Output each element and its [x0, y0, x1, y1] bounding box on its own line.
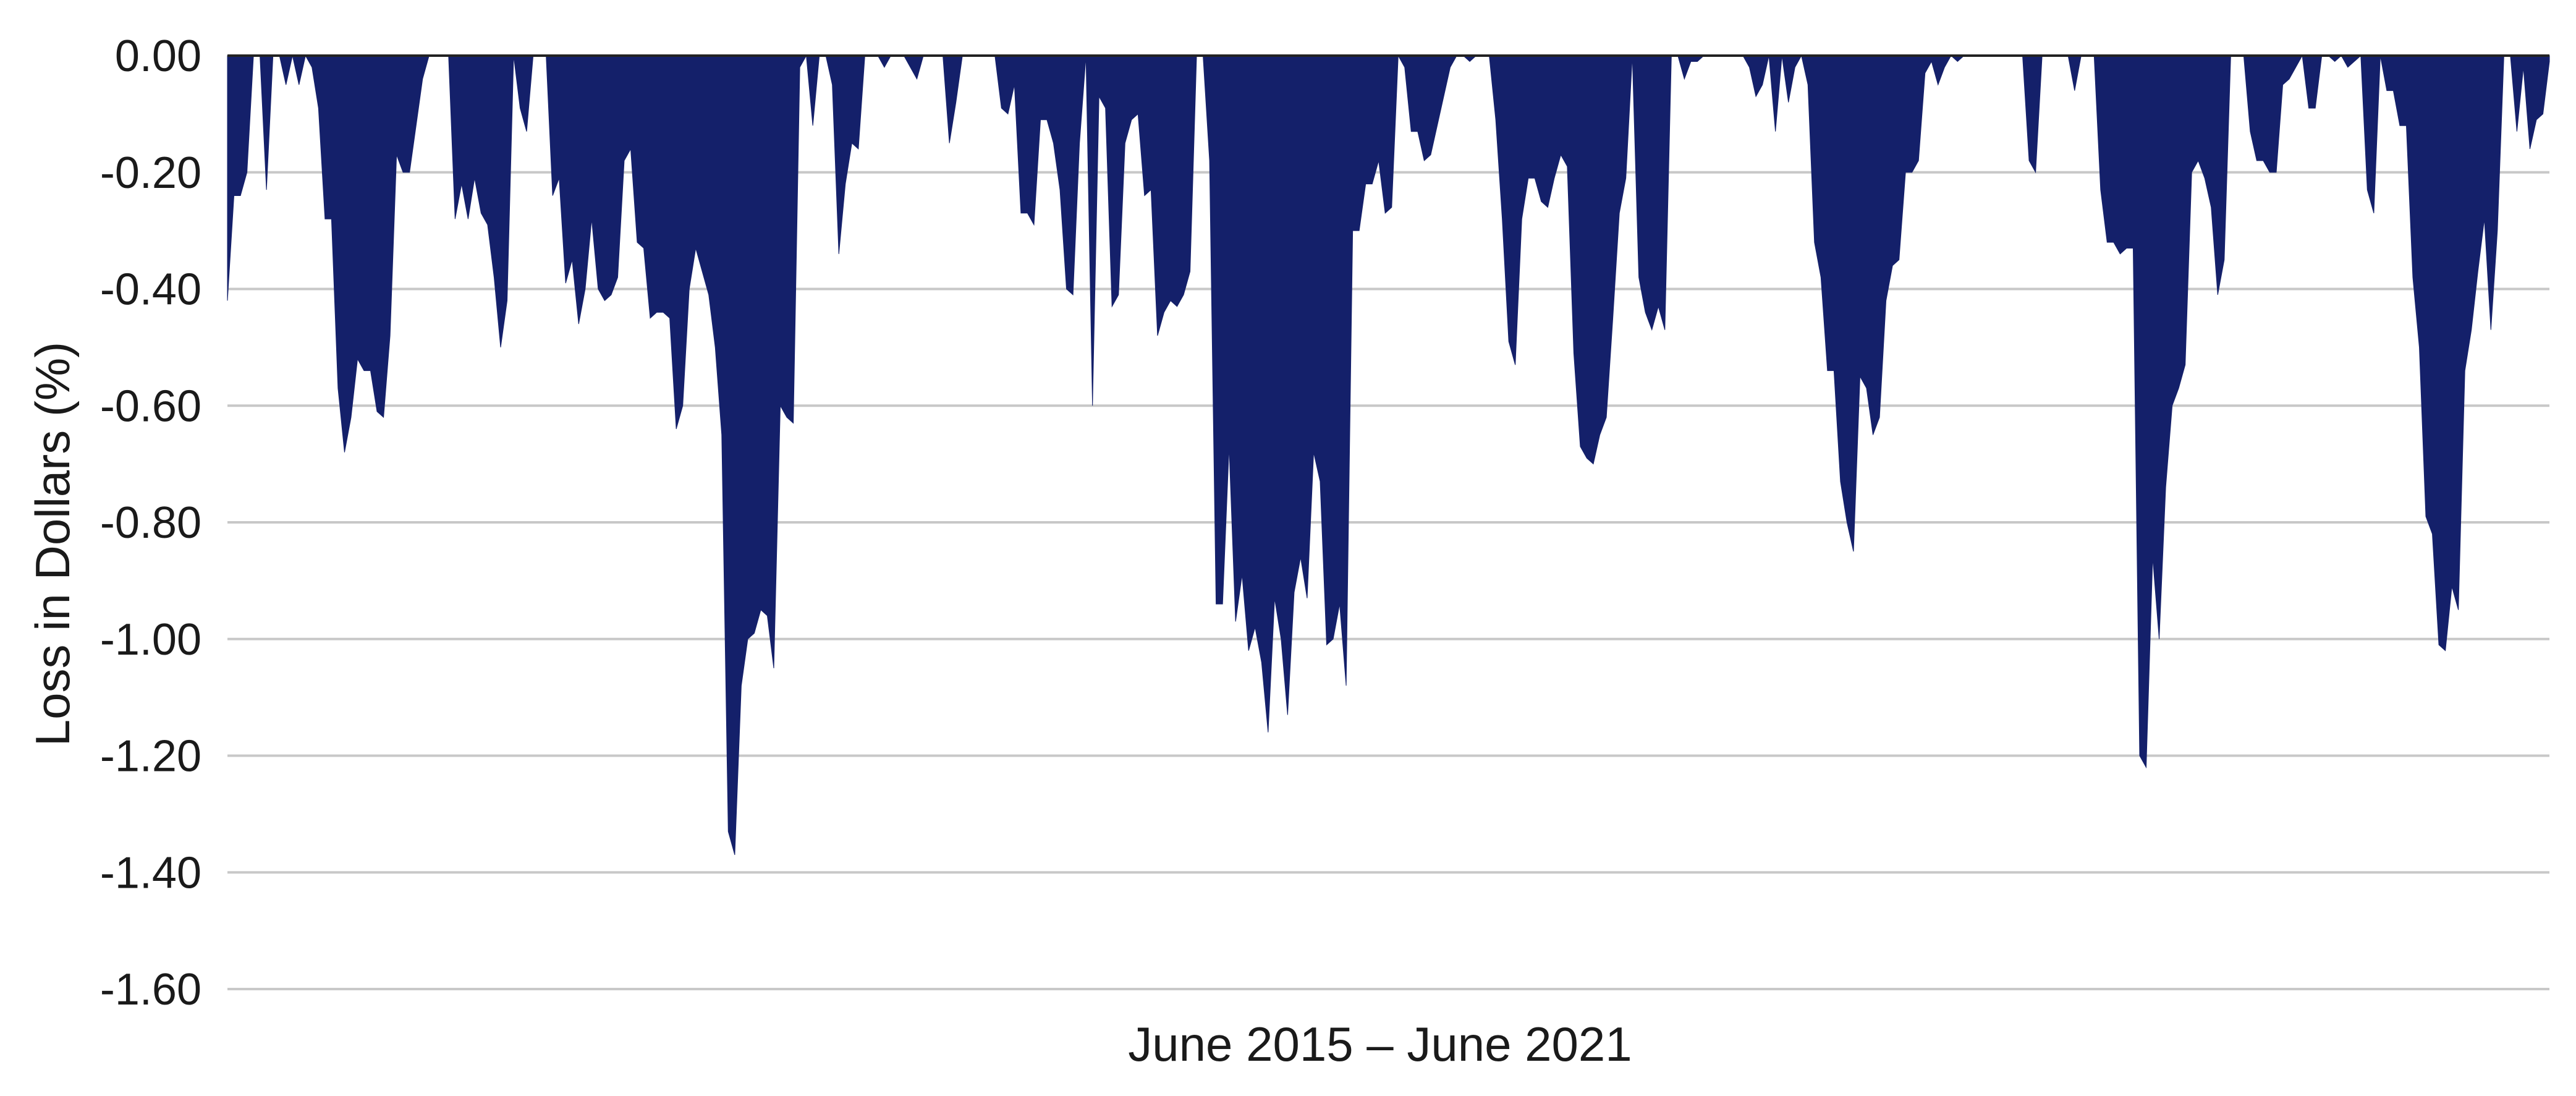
- y-axis-title: Loss in Dollars (%): [25, 342, 80, 747]
- y-tick-label: -0.40: [100, 265, 201, 315]
- y-tick-label: 0.00: [115, 32, 201, 81]
- y-tick-labels: 0.00 -0.20 -0.40 -0.60 -0.80 -1.00 -1.20 -1.40 -…: [100, 32, 201, 1014]
- y-tick-label: -1.20: [100, 732, 201, 781]
- area-layer: [227, 54, 2550, 856]
- y-tick-label: -0.60: [100, 381, 201, 431]
- y-tick-label: -1.00: [100, 615, 201, 665]
- x-axis-title: June 2015 – June 2021: [1128, 1017, 1632, 1071]
- drawdown-area: [227, 54, 2550, 856]
- y-tick-label: -1.40: [100, 848, 201, 898]
- grid-layer: [227, 171, 2549, 990]
- y-tick-label: -0.20: [100, 148, 201, 198]
- y-tick-label: -0.80: [100, 498, 201, 548]
- y-tick-label: -1.60: [100, 965, 201, 1014]
